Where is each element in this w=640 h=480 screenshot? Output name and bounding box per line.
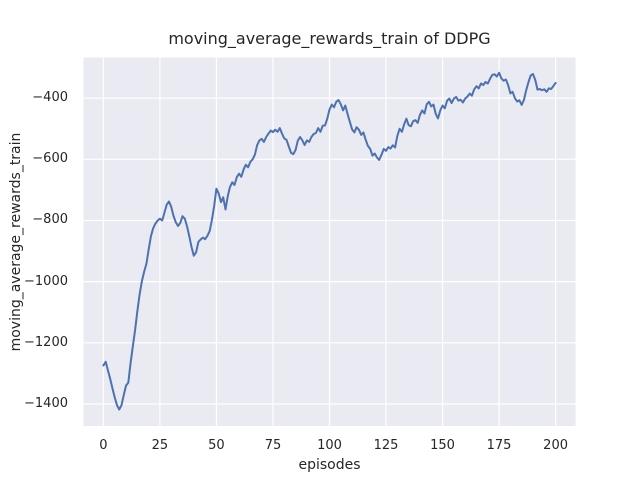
x-tick-label: 50 [208, 438, 225, 453]
y-tick-label: −600 [32, 151, 68, 167]
chart-title: moving_average_rewards_train of DDPG [168, 29, 491, 48]
y-tick-label: −1400 [24, 395, 68, 411]
x-tick-label: 175 [486, 438, 512, 453]
x-tick-label: 125 [373, 438, 399, 453]
x-tick-label: 150 [430, 438, 455, 453]
x-tick-label: 0 [99, 438, 108, 453]
y-tick-label: −800 [32, 212, 68, 228]
y-tick-label: −400 [32, 90, 68, 106]
x-axis-label: episodes [298, 457, 361, 473]
y-tick-label: −1200 [24, 334, 68, 350]
x-tick-label: 200 [543, 438, 568, 453]
data-line [102, 71, 557, 411]
x-tick-label: 100 [317, 438, 342, 453]
y-tick-label: −1000 [24, 273, 68, 289]
x-tick-label: 25 [151, 438, 169, 453]
x-tick-label: 75 [264, 438, 282, 453]
